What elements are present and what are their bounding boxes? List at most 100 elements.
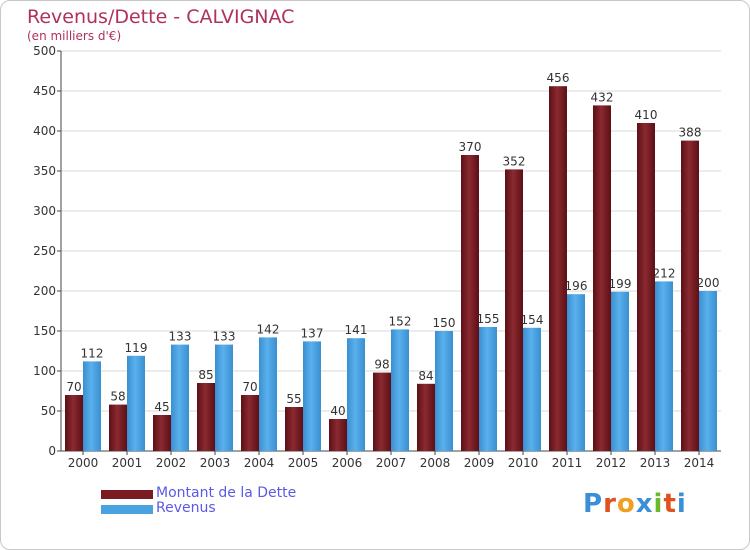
data-label-dette: 352 — [503, 154, 526, 168]
bar-revenus — [611, 291, 629, 451]
x-tick-label: 2011 — [552, 456, 583, 470]
logo-letter: o — [616, 489, 636, 519]
bar-dette — [681, 140, 699, 451]
legend-swatch-revenus — [101, 505, 153, 514]
bar-dette — [461, 155, 479, 451]
y-tick-label: 450 — [33, 84, 56, 98]
bar-dette — [153, 415, 171, 451]
data-label-revenus: 119 — [125, 341, 148, 355]
x-tick-label: 2006 — [332, 456, 363, 470]
bar-revenus — [391, 329, 409, 451]
bar-dette — [197, 383, 215, 451]
data-label-revenus: 155 — [477, 312, 500, 326]
bar-dette — [417, 383, 435, 451]
data-label-revenus: 137 — [301, 326, 324, 340]
data-label-dette: 55 — [286, 392, 301, 406]
data-label-revenus: 196 — [565, 279, 588, 293]
x-tick-label: 2008 — [420, 456, 451, 470]
bar-dette — [373, 372, 391, 451]
y-tick-label: 300 — [33, 204, 56, 218]
data-label-dette: 45 — [154, 400, 169, 414]
y-tick-label: 200 — [33, 284, 56, 298]
data-label-dette: 410 — [635, 108, 658, 122]
logo-letter: P — [583, 489, 604, 519]
y-tick-label: 0 — [48, 444, 56, 458]
bar-revenus — [127, 355, 145, 451]
x-tick-label: 2012 — [596, 456, 627, 470]
bar-dette — [593, 105, 611, 452]
bar-revenus — [435, 331, 453, 451]
data-label-dette: 85 — [198, 368, 213, 382]
data-label-revenus: 133 — [169, 330, 192, 344]
bar-chart: 0 50 100 150 200 250 300 350 400 450 500 2000 70 112 2… — [33, 44, 721, 470]
bar-revenus — [523, 327, 541, 451]
bar-dette — [241, 395, 259, 451]
bar-revenus — [699, 291, 717, 451]
data-label-revenus: 133 — [213, 330, 236, 344]
bar-revenus — [83, 361, 101, 451]
x-tick-label: 2003 — [200, 456, 231, 470]
data-label-dette: 40 — [330, 404, 345, 418]
bar-revenus — [655, 281, 673, 451]
x-tick-label: 2013 — [640, 456, 671, 470]
x-tick-label: 2004 — [244, 456, 275, 470]
data-label-dette: 432 — [591, 90, 614, 104]
x-tick-label: 2007 — [376, 456, 407, 470]
chart-title: Revenus/Dette - CALVIGNAC — [27, 6, 295, 28]
bar-revenus — [171, 344, 189, 451]
data-label-dette: 70 — [242, 380, 257, 394]
data-label-dette: 370 — [459, 140, 482, 154]
bar-revenus — [215, 344, 233, 451]
data-label-dette: 456 — [547, 71, 570, 85]
bar-dette — [549, 86, 567, 451]
data-label-revenus: 150 — [433, 316, 456, 330]
y-tick-label: 50 — [41, 404, 56, 418]
data-label-dette: 84 — [418, 369, 433, 383]
bar-dette — [65, 395, 83, 451]
x-tick-label: 2005 — [288, 456, 319, 470]
x-tick-label: 2002 — [156, 456, 187, 470]
data-label-revenus: 200 — [697, 276, 720, 290]
bar-revenus — [567, 294, 585, 451]
legend-label-dette: Montant de la Dette — [156, 485, 297, 501]
bar-revenus — [259, 337, 277, 451]
legend-label-revenus: Revenus — [156, 500, 216, 516]
x-tick-label: 2001 — [112, 456, 143, 470]
logo-letter: t — [663, 489, 677, 519]
y-tick-label: 500 — [33, 44, 56, 58]
data-label-revenus: 112 — [81, 346, 104, 360]
proxiti-logo: Proxiti — [583, 489, 687, 519]
data-label-revenus: 154 — [521, 313, 544, 327]
y-tick-label: 150 — [33, 324, 56, 338]
logo-letter: i — [653, 489, 664, 519]
x-tick-label: 2009 — [464, 456, 495, 470]
bar-revenus — [303, 341, 321, 451]
y-tick-label: 400 — [33, 124, 56, 138]
bar-revenus — [479, 327, 497, 451]
logo-letter: i — [676, 489, 687, 519]
y-tick-label: 100 — [33, 364, 56, 378]
bar-dette — [109, 404, 127, 451]
legend-swatch-dette — [101, 490, 153, 499]
data-label-revenus: 212 — [653, 266, 676, 280]
x-tick-label: 2010 — [508, 456, 539, 470]
bar-dette — [637, 123, 655, 451]
logo-letter: r — [603, 489, 617, 519]
data-label-revenus: 141 — [345, 323, 368, 337]
data-label-dette: 98 — [374, 358, 389, 372]
bar-dette — [329, 419, 347, 451]
data-label-revenus: 199 — [609, 277, 632, 291]
data-label-revenus: 152 — [389, 314, 412, 328]
x-tick-label: 2000 — [68, 456, 99, 470]
x-tick-label: 2014 — [684, 456, 715, 470]
bar-revenus — [347, 338, 365, 451]
logo-letter: x — [635, 489, 654, 519]
data-label-dette: 70 — [66, 380, 81, 394]
bar-dette — [505, 169, 523, 451]
chart-subtitle: (en milliers d'€) — [27, 29, 122, 43]
y-tick-label: 250 — [33, 244, 56, 258]
bar-dette — [285, 407, 303, 451]
data-label-revenus: 142 — [257, 322, 280, 336]
data-label-dette: 388 — [679, 126, 702, 140]
